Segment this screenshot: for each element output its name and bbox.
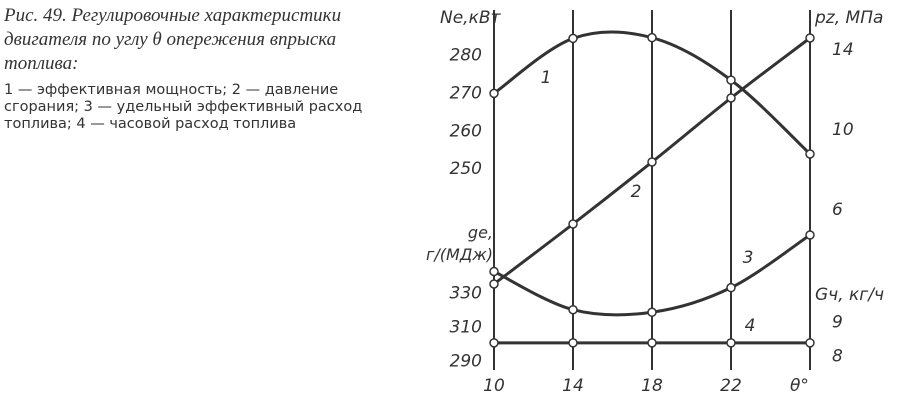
y-tick-label: 14 (832, 40, 854, 60)
point (647, 157, 657, 167)
point (489, 266, 499, 277)
y-tick-label: 6 (832, 200, 843, 220)
y-tick-label: 250 (450, 159, 482, 179)
curve-label: 3 (743, 248, 754, 268)
y-tick-label: 260 (450, 121, 482, 141)
x-axis-label: θ° (790, 376, 809, 396)
point (489, 338, 499, 348)
point (568, 219, 578, 229)
point (568, 33, 578, 44)
point (568, 338, 578, 348)
y-tick-label: 8 (832, 346, 843, 366)
axis-label: pz, МПа (814, 8, 883, 28)
x-tick-label: 14 (562, 376, 584, 396)
y-tick-label: 270 (450, 83, 482, 103)
y-tick-label: 290 (450, 352, 482, 372)
point (726, 282, 736, 293)
axis-label: Gч, кг/ч (815, 285, 884, 305)
point (805, 230, 815, 240)
x-tick-label: 22 (720, 376, 742, 396)
y-tick-label: 9 (832, 312, 843, 332)
x-tick-label: 18 (641, 376, 663, 396)
point (647, 32, 657, 43)
figure-legend: 1 — эффективная мощность; 2 — давление с… (4, 82, 363, 132)
curve-label: 1 (541, 68, 552, 88)
point (805, 33, 815, 43)
point (805, 149, 815, 159)
axis-label: gе, г/(МДж) (426, 223, 493, 264)
point (726, 93, 736, 103)
point (489, 88, 499, 99)
point (726, 338, 736, 348)
curve-label: 4 (745, 316, 756, 336)
figure-title: Рис. 49. Регулировочные характеристики д… (4, 5, 342, 74)
point (647, 338, 657, 348)
curve-label: 2 (631, 182, 642, 202)
axis-label: Ne,кВт (440, 8, 502, 28)
point (489, 279, 499, 289)
point (568, 304, 578, 315)
point (726, 75, 736, 85)
x-tick-label: 10 (483, 376, 505, 396)
y-tick-label: 330 (450, 284, 482, 304)
point (805, 338, 815, 348)
point (647, 307, 657, 318)
y-tick-label: 10 (832, 120, 854, 140)
y-tick-label: 280 (450, 45, 482, 65)
y-tick-label: 310 (450, 318, 482, 338)
